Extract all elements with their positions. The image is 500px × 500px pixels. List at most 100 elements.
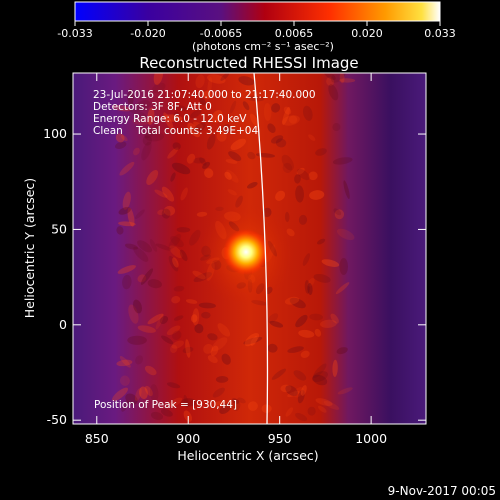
texture-blob — [192, 270, 206, 280]
texture-blob — [180, 398, 197, 407]
texture-blob — [332, 359, 338, 377]
texture-blob — [283, 106, 292, 115]
texture-blob — [155, 243, 172, 251]
texture-blob — [284, 211, 290, 223]
texture-blob — [309, 190, 325, 200]
texture-blob — [192, 308, 200, 326]
texture-blob — [328, 84, 339, 101]
texture-blob — [307, 278, 315, 287]
texture-blob — [172, 111, 180, 123]
texture-blob — [308, 134, 316, 141]
texture-blob — [144, 365, 157, 376]
texture-blob — [146, 169, 159, 186]
texture-blob — [119, 356, 131, 368]
texture-blob — [201, 311, 211, 319]
texture-blob — [193, 157, 206, 164]
texture-blob — [263, 103, 272, 121]
texture-blob — [199, 97, 207, 106]
texture-blob — [161, 186, 175, 202]
texture-blob — [118, 207, 131, 215]
texture-blob — [173, 285, 185, 292]
texture-blob — [153, 73, 164, 85]
texture-blob — [116, 359, 133, 367]
texture-blob — [206, 133, 216, 150]
texture-blob — [172, 142, 181, 150]
texture-blob — [167, 147, 179, 159]
texture-blob — [147, 107, 155, 125]
texture-blob — [196, 211, 208, 217]
texture-blob — [267, 123, 276, 133]
texture-blob — [271, 103, 281, 113]
texture-blob — [293, 370, 307, 381]
peak-position-label: Position of Peak = [930,44] — [94, 399, 237, 411]
texture-blob — [171, 296, 181, 304]
texture-blob — [313, 273, 331, 283]
x-axis-ticks: 850 900 950 1000 — [85, 73, 387, 446]
texture-blob — [217, 323, 231, 337]
texture-blob — [295, 412, 308, 422]
info-energy-range: Energy Range: 6.0 - 12.0 keV — [93, 113, 247, 125]
y-axis-label: Heliocentric Y (arcsec) — [22, 178, 37, 318]
texture-blob — [287, 390, 300, 398]
y-tick-label: 100 — [43, 126, 67, 141]
texture-blob — [170, 236, 184, 248]
texture-blob — [231, 398, 240, 404]
texture-blob — [280, 384, 292, 393]
texture-blob — [298, 214, 308, 225]
texture-blob — [297, 168, 310, 181]
texture-blob — [122, 191, 131, 210]
texture-blob — [173, 315, 184, 321]
texture-blob — [267, 343, 278, 353]
texture-blob — [227, 189, 237, 196]
texture-blob — [171, 340, 184, 349]
texture-blob — [226, 169, 239, 183]
texture-blob — [176, 227, 191, 233]
y-tick-label: -50 — [47, 412, 67, 427]
texture-blob — [179, 249, 188, 262]
texture-blob — [119, 375, 130, 386]
texture-blob — [122, 274, 132, 290]
texture-blob — [190, 109, 202, 119]
texture-blob — [202, 161, 211, 169]
texture-blob — [243, 336, 263, 345]
texture-blob — [219, 403, 232, 414]
texture-blob — [247, 401, 258, 411]
texture-blob — [224, 171, 232, 180]
texture-blob — [172, 257, 179, 268]
x-tick-label: 950 — [268, 431, 292, 446]
texture-blob — [161, 408, 173, 417]
colorbar-ticks: -0.033 -0.020 -0.0065 0.0065 0.020 0.033 — [57, 1, 456, 40]
texture-blob — [168, 397, 183, 408]
x-tick-label: 1000 — [355, 431, 387, 446]
texture-blob — [339, 78, 356, 83]
texture-blob — [207, 76, 213, 96]
texture-blob — [203, 343, 214, 354]
texture-blob — [323, 400, 340, 410]
colorbar-tick-label: -0.020 — [130, 27, 165, 40]
texture-blob — [124, 243, 139, 250]
texture-blob — [207, 333, 218, 341]
texture-blob — [300, 385, 307, 396]
texture-blob — [309, 313, 323, 321]
texture-blob — [195, 74, 205, 89]
colorbar-tick-label: 0.0065 — [275, 27, 314, 40]
texture-blob — [211, 110, 223, 123]
texture-blob — [247, 151, 256, 160]
texture-blob — [185, 299, 198, 304]
texture-blob — [115, 133, 125, 143]
texture-blob — [215, 206, 224, 212]
texture-blob — [193, 121, 204, 129]
texture-blob — [154, 189, 168, 198]
texture-blob — [132, 117, 151, 126]
texture-blob — [337, 387, 353, 395]
texture-blob — [144, 385, 153, 397]
texture-blob — [132, 147, 140, 156]
texture-blob — [166, 325, 181, 336]
info-time-range: 23-Jul-2016 21:07:40.000 to 21:17:40.000 — [93, 89, 316, 101]
texture-blob — [317, 405, 327, 413]
texture-blob — [111, 387, 129, 402]
peak-source — [223, 229, 269, 275]
texture-blob — [168, 233, 182, 249]
texture-blob — [320, 319, 337, 328]
colorbar-tick-label: -0.0065 — [200, 27, 242, 40]
